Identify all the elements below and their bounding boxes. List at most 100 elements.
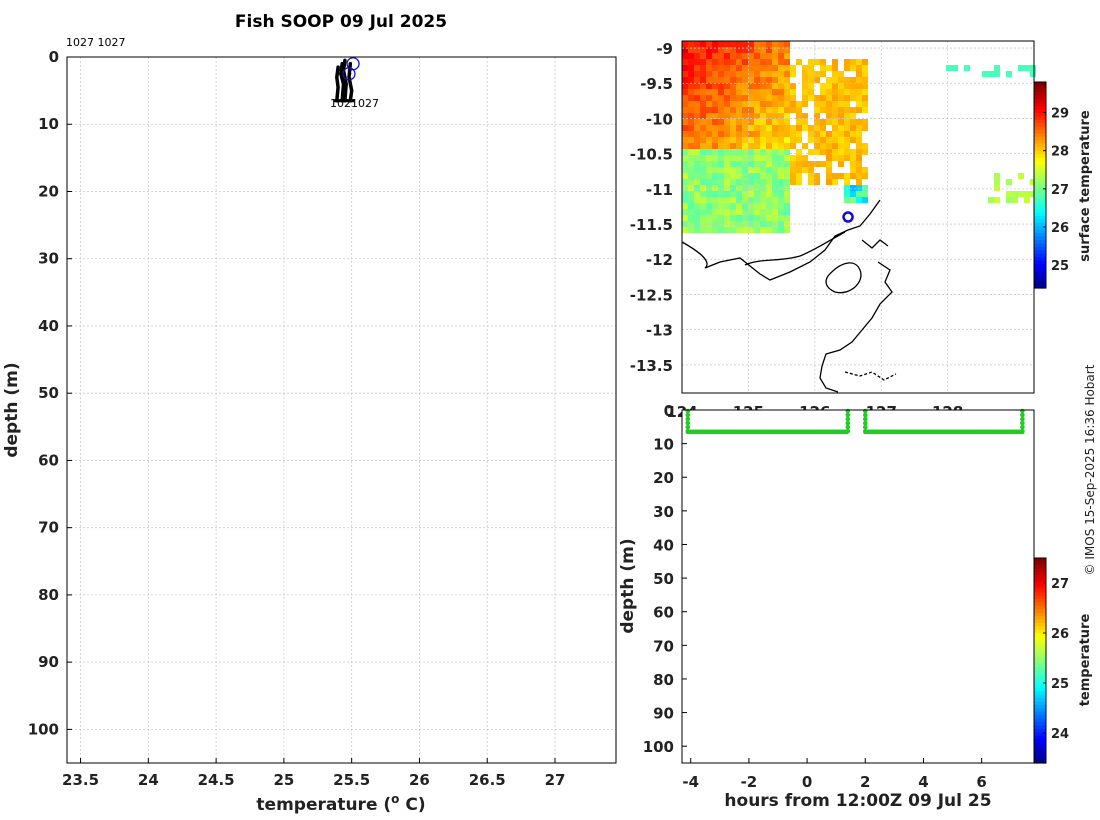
depth-time-x-tick-label: -4 — [682, 773, 699, 791]
temperature-colorbar-segment — [1034, 701, 1046, 706]
sst-cell — [706, 95, 712, 101]
sst-cell — [850, 173, 856, 179]
sst-cell — [826, 143, 832, 149]
sst-cell — [772, 179, 778, 185]
sst-cell — [820, 95, 826, 101]
sst-cell — [748, 143, 754, 149]
sst-cell — [724, 149, 730, 155]
temperature-colorbar-segment — [1034, 646, 1046, 651]
depth-time-point — [1020, 428, 1025, 434]
temperature-colorbar-segment — [1034, 711, 1046, 716]
sst-cell — [772, 143, 778, 149]
sst-cell — [772, 215, 778, 221]
sst-cell — [706, 179, 712, 185]
sst-cell — [754, 185, 760, 191]
sst-cell — [802, 65, 808, 71]
depth-time-x-tick-label: 6 — [976, 773, 986, 791]
sst-cell — [796, 59, 802, 65]
sst-cell — [712, 119, 718, 125]
sst-cell — [700, 185, 706, 191]
sst-cell — [736, 59, 742, 65]
temperature-colorbar-segment — [1034, 633, 1046, 638]
sst-cell — [682, 215, 688, 221]
sst-cell — [718, 131, 724, 137]
sst-cell — [832, 179, 838, 185]
sst-cell — [694, 53, 700, 59]
sst-cell — [844, 107, 850, 113]
sst-cell — [694, 185, 700, 191]
sst-cell — [688, 59, 694, 65]
sst-cell — [778, 215, 784, 221]
sst-cell — [718, 113, 724, 119]
sst-cell — [772, 197, 778, 203]
sst-cell — [736, 101, 742, 107]
sst-cell — [760, 197, 766, 203]
sst-cell — [754, 179, 760, 185]
sst-cell — [712, 215, 718, 221]
sst-cell — [802, 83, 808, 89]
sst-cell — [760, 191, 766, 197]
sst-cell — [766, 179, 772, 185]
sst-colorbar-segment — [1034, 150, 1046, 155]
temperature-colorbar-segment — [1034, 684, 1046, 689]
sst-cell — [694, 137, 700, 143]
temperature-colorbar-segment — [1034, 619, 1046, 624]
sst-cell — [844, 95, 850, 101]
sst-cell — [682, 227, 688, 233]
sst-cell — [862, 107, 868, 113]
temperature-colorbar-segment — [1034, 752, 1046, 757]
sst-cell — [682, 95, 688, 101]
sst-cell — [754, 149, 760, 155]
temperature-colorbar-segment — [1034, 698, 1046, 703]
profile-grid — [67, 56, 616, 763]
sst-cell — [820, 119, 826, 125]
sst-colorbar-segment — [1034, 157, 1046, 162]
sst-cell — [706, 185, 712, 191]
sst-cell — [718, 161, 724, 167]
sst-cell — [712, 173, 718, 179]
sst-cell — [1030, 191, 1036, 197]
sst-cell — [850, 191, 856, 197]
sst-cell — [766, 173, 772, 179]
sst-cell — [736, 71, 742, 77]
sst-colorbar-segment — [1034, 102, 1046, 107]
sst-cell — [784, 71, 790, 77]
sst-cell — [832, 155, 838, 161]
sst-cell — [760, 47, 766, 53]
sst-cell — [700, 125, 706, 131]
sst-colorbar-segment — [1034, 178, 1046, 183]
sst-cell — [730, 155, 736, 161]
sst-cell — [712, 203, 718, 209]
sst-cell — [766, 113, 772, 119]
depth-time-x-axis-label: hours from 12:00Z 09 Jul 25 — [724, 791, 991, 811]
sst-cell — [862, 167, 868, 173]
sst-cell — [754, 125, 760, 131]
sst-cell — [748, 161, 754, 167]
sst-cell — [748, 95, 754, 101]
sst-cell — [832, 125, 838, 131]
sst-cell — [742, 143, 748, 149]
temperature-colorbar-segment — [1034, 561, 1046, 566]
sst-cell — [994, 179, 1000, 185]
sst-cell — [718, 125, 724, 131]
sst-colorbar-segment — [1034, 198, 1046, 203]
sst-cell — [700, 47, 706, 53]
sst-cell — [772, 65, 778, 71]
sst-cell — [814, 119, 820, 125]
sst-cell — [700, 137, 706, 143]
sst-cell — [688, 137, 694, 143]
sst-cell — [850, 161, 856, 167]
sst-cell — [850, 185, 856, 191]
sst-cell — [760, 41, 766, 47]
sst-cell — [724, 167, 730, 173]
sst-cell — [736, 179, 742, 185]
sst-cell — [682, 83, 688, 89]
sst-cell — [826, 155, 832, 161]
depth-time-point — [685, 412, 691, 418]
sst-cell — [784, 59, 790, 65]
sst-cell — [682, 47, 688, 53]
sst-cell — [736, 155, 742, 161]
sst-colorbar-segment — [1034, 243, 1046, 248]
sst-cell — [784, 203, 790, 209]
temperature-colorbar-segment — [1034, 599, 1046, 604]
